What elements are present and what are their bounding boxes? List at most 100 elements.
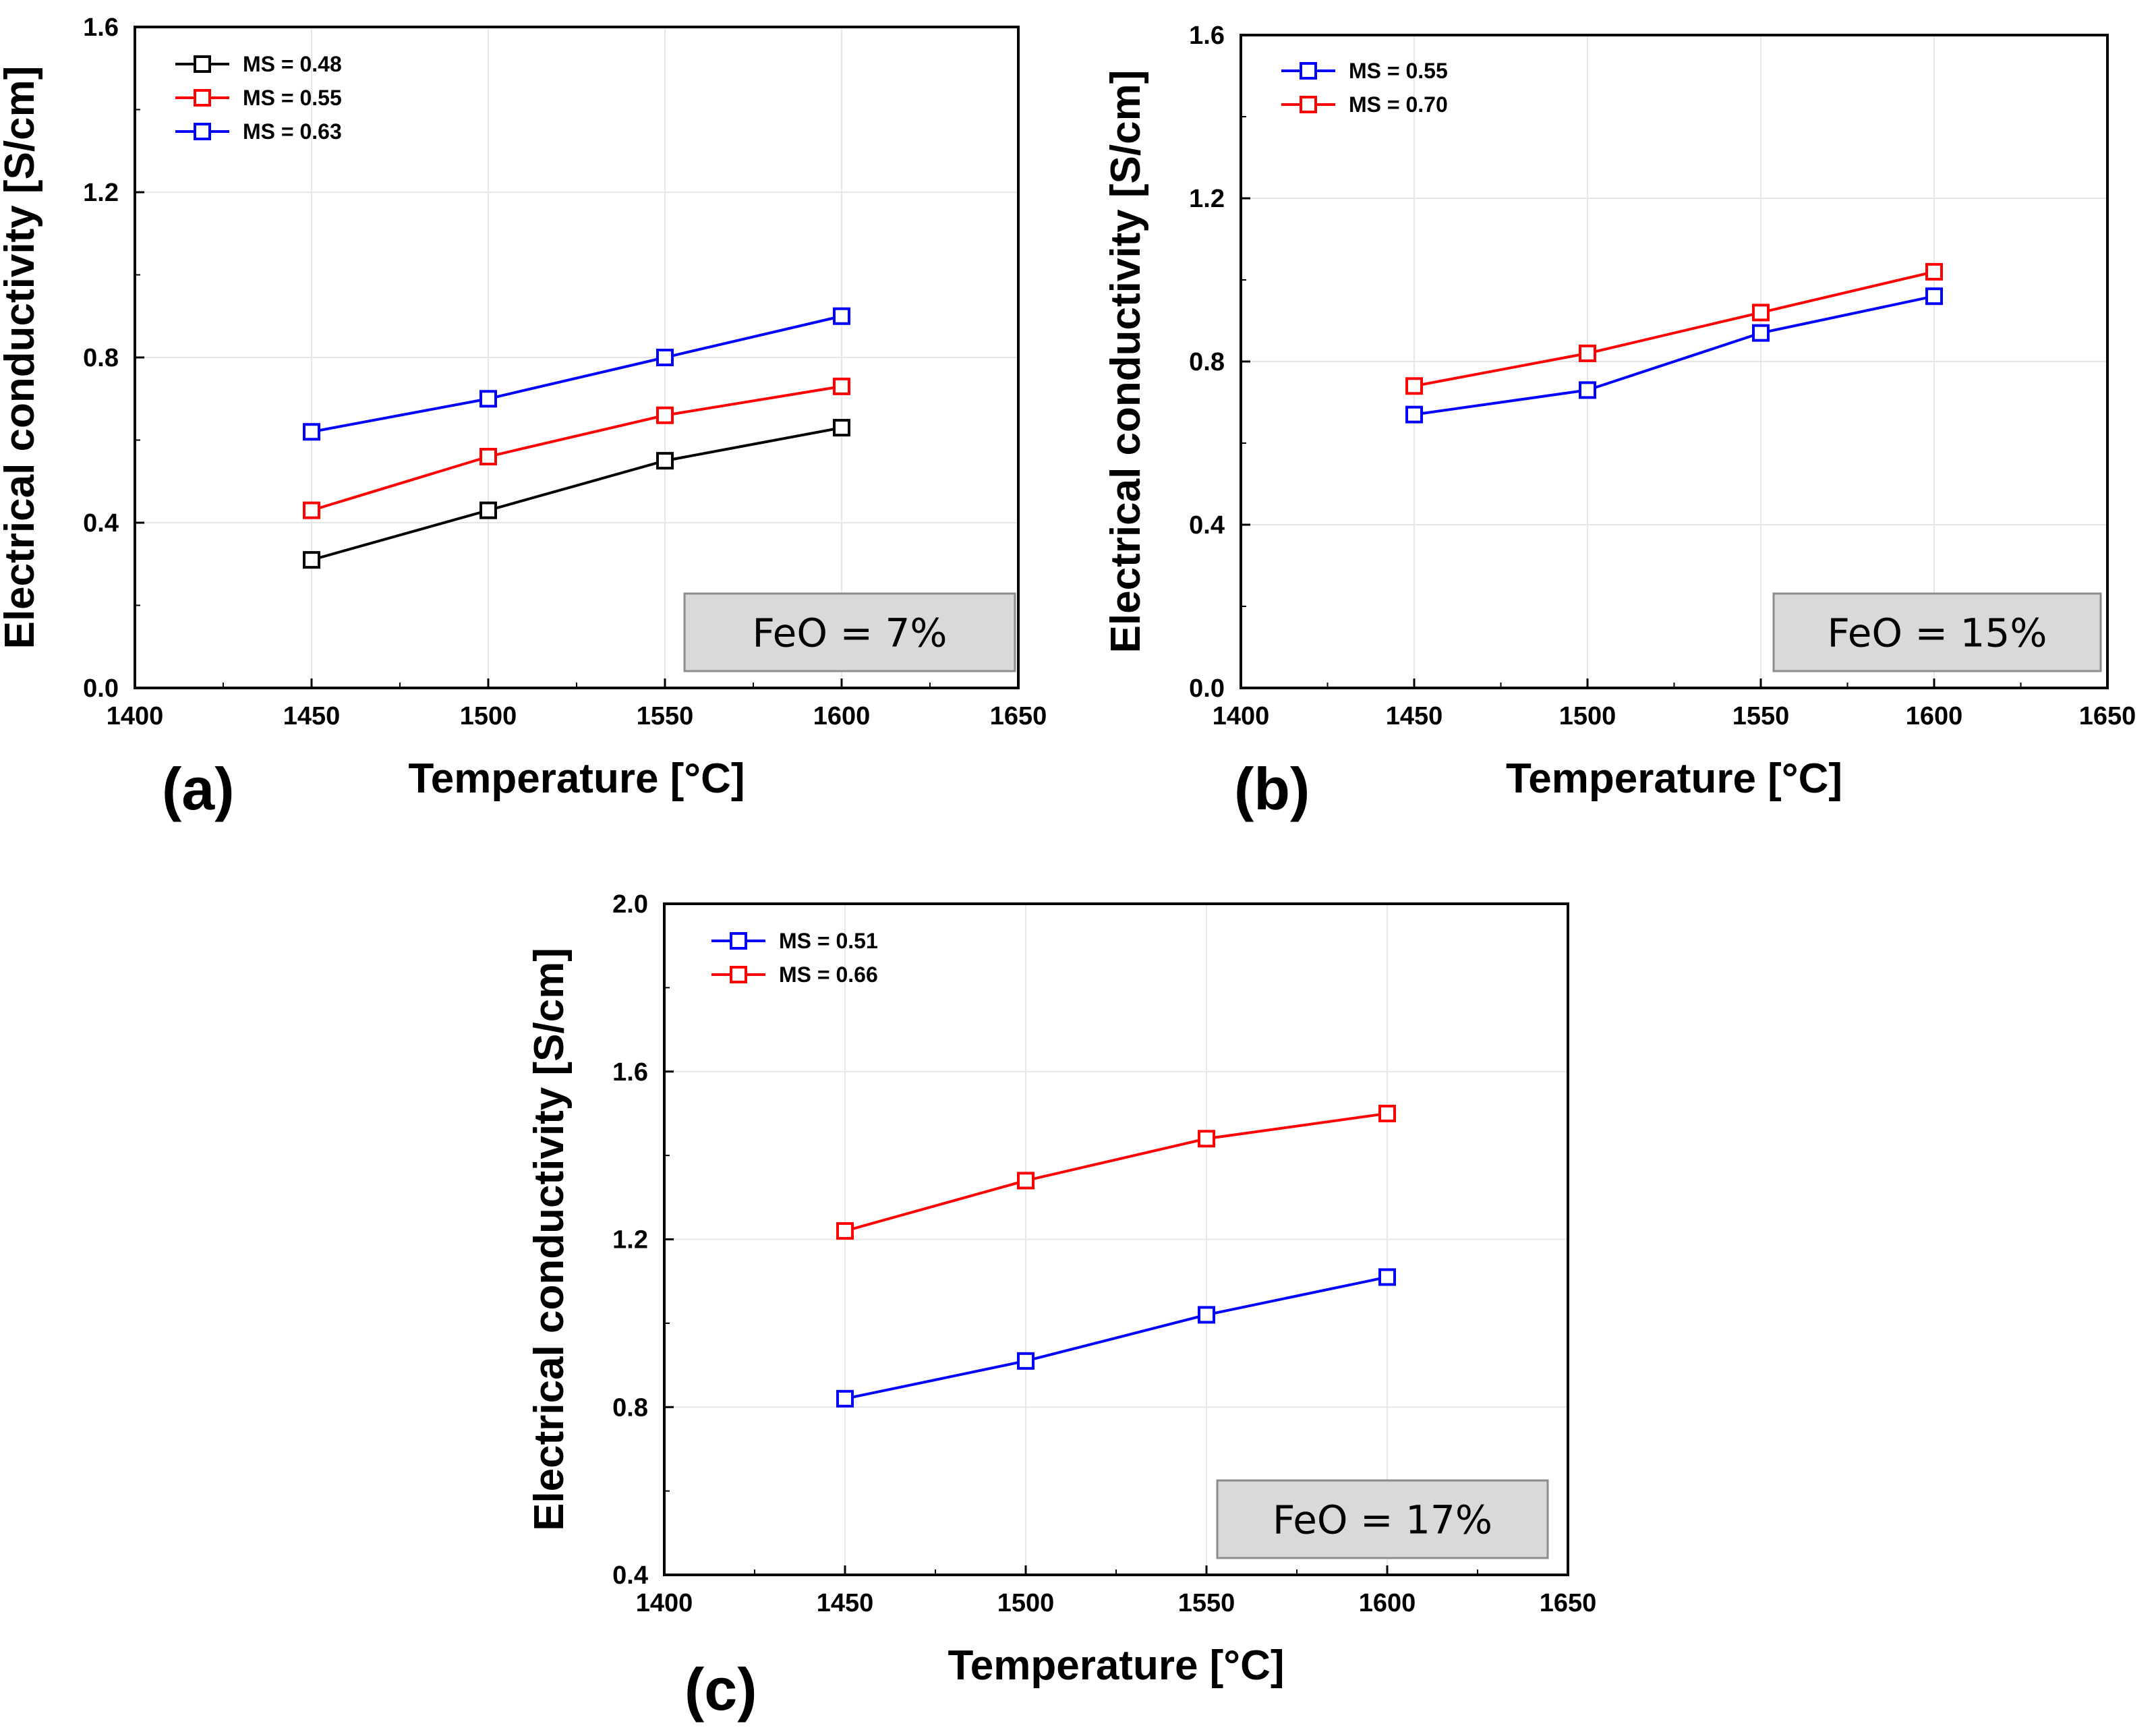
x-tick-label: 1600 (1906, 702, 1963, 730)
legend-marker (730, 932, 747, 950)
legend-marker (194, 89, 211, 107)
feo-annotation-box (1216, 1479, 1549, 1559)
series-2 (303, 307, 850, 441)
y-axis-title: Electrical conductivity [S/cm] (1103, 70, 1149, 654)
x-tick-label: 1400 (636, 1589, 693, 1617)
series-line (1414, 270, 1935, 388)
legend-label: MS = 0.66 (779, 962, 878, 987)
x-axis-title: Temperature [°C] (948, 1642, 1284, 1689)
data-point (479, 501, 497, 519)
legend-entry: MS = 0.51 (711, 929, 878, 953)
series-1 (1405, 262, 1943, 395)
feo-annotation-box (683, 592, 1016, 672)
x-axis-title: Temperature [°C] (408, 755, 745, 802)
series-line (311, 314, 842, 434)
data-point (303, 501, 320, 519)
feo-annotation-box (1772, 592, 2102, 672)
x-tick-label: 1500 (460, 702, 517, 730)
series-0 (836, 1268, 1396, 1408)
legend-label: MS = 0.55 (1349, 59, 1448, 83)
y-tick-label: 0.0 (83, 674, 119, 703)
data-point (656, 406, 674, 424)
series-line (844, 1112, 1388, 1232)
series-0 (303, 419, 850, 569)
data-point (1579, 381, 1596, 399)
feo-annotation-text: FeO = 17% (1273, 1497, 1492, 1543)
x-tick-label: 1650 (1540, 1589, 1597, 1617)
series-line (844, 1275, 1388, 1400)
x-tick-label: 1550 (1732, 702, 1790, 730)
y-tick-label: 0.8 (83, 344, 119, 372)
x-tick-label: 1600 (813, 702, 871, 730)
data-point (1925, 287, 1943, 306)
y-tick-label: 1.2 (83, 179, 119, 207)
x-tick-label: 1500 (997, 1589, 1055, 1617)
data-point (836, 1389, 854, 1408)
data-point (1017, 1172, 1035, 1190)
data-point (833, 419, 850, 437)
data-point (1198, 1306, 1215, 1324)
y-tick-label: 0.4 (612, 1561, 648, 1590)
legend-entry: MS = 0.63 (175, 119, 342, 144)
y-tick-label: 0.4 (1189, 511, 1225, 540)
y-tick-label: 0.8 (1189, 348, 1225, 376)
y-axis-title: Electrical conductivity [S/cm] (0, 66, 43, 650)
y-tick-label: 0.0 (1189, 674, 1225, 703)
data-point (656, 452, 674, 470)
chart-panel-b: 1400 1450 1500 1550 1600 1650 0.0 0.4 0.8 1.2 1.6 T… (1103, 22, 2136, 822)
data-point (1378, 1268, 1396, 1286)
y-tick-label: 0.8 (612, 1393, 648, 1422)
legend-entry: MS = 0.70 (1281, 92, 1448, 117)
data-point (1405, 405, 1423, 424)
legend-marker (1300, 96, 1317, 113)
legend-entry: MS = 0.48 (175, 52, 342, 76)
x-tick-label: 1550 (1178, 1589, 1235, 1617)
legend-label: MS = 0.70 (1349, 92, 1448, 117)
data-point (1752, 304, 1770, 322)
legend-entry: MS = 0.55 (1281, 59, 1448, 83)
panel-label: (b) (1234, 755, 1310, 822)
data-point (833, 307, 850, 325)
legend-label: MS = 0.55 (243, 86, 342, 110)
y-tick-label: 1.6 (612, 1058, 648, 1087)
legend-marker (194, 123, 211, 140)
series-0 (1405, 287, 1943, 424)
legend-marker (1300, 62, 1317, 80)
data-point (1405, 377, 1423, 395)
x-tick-label: 1600 (1359, 1589, 1416, 1617)
x-tick-label: 1450 (283, 702, 341, 730)
y-tick-label: 1.2 (612, 1226, 648, 1255)
x-axis-title: Temperature [°C] (1506, 755, 1842, 802)
x-tick-label: 1650 (2079, 702, 2136, 730)
data-point (1198, 1130, 1215, 1148)
data-point (1378, 1104, 1396, 1122)
y-axis-title: Electrical conductivity [S/cm] (526, 948, 573, 1531)
panel-label: (c) (684, 1656, 757, 1723)
series-line (1414, 295, 1935, 416)
data-point (833, 377, 850, 395)
legend-entry: MS = 0.55 (175, 86, 342, 110)
x-tick-label: 1550 (637, 702, 694, 730)
series-1 (303, 377, 850, 519)
panel-label: (a) (162, 755, 235, 822)
series-line (311, 384, 842, 512)
legend-label: MS = 0.51 (779, 929, 878, 953)
legend-label: MS = 0.63 (243, 119, 342, 144)
chart-panel-a: 1400 1450 1500 1550 1600 1650 0.0 0.4 0.8 1.2 1.6 T… (0, 13, 1047, 822)
feo-annotation-text: FeO = 15% (1828, 610, 2047, 656)
legend-marker (194, 55, 211, 73)
data-point (656, 349, 674, 366)
series-line (311, 426, 842, 562)
data-point (479, 390, 497, 408)
legend-label: MS = 0.48 (243, 52, 342, 76)
y-tick-label: 1.6 (83, 13, 119, 42)
y-tick-label: 0.4 (83, 509, 119, 538)
data-point (1752, 324, 1770, 342)
feo-annotation-text: FeO = 7% (752, 610, 947, 656)
y-tick-label: 1.6 (1189, 22, 1225, 50)
x-tick-label: 1400 (1213, 702, 1270, 730)
data-point (1017, 1352, 1035, 1370)
x-tick-label: 1450 (817, 1589, 874, 1617)
data-point (303, 551, 320, 569)
legend-entry: MS = 0.66 (711, 962, 878, 987)
